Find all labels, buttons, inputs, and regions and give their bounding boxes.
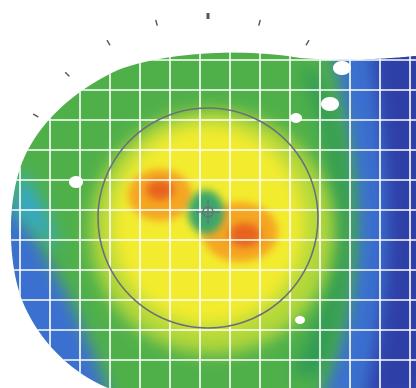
map-gap-5 (333, 61, 351, 75)
center-marker (196, 200, 220, 224)
tick-mark (64, 71, 70, 77)
map-gap-1 (69, 176, 83, 188)
map-gap-2 (321, 97, 339, 111)
map-teal-band (290, 70, 349, 375)
map-deep-blue-right (365, 52, 416, 388)
tick-mark (155, 19, 158, 26)
tick-mark (305, 39, 310, 46)
map-red-left (146, 180, 174, 200)
map-gap-4 (295, 316, 305, 324)
reference-circle (97, 107, 319, 329)
map-gap-3 (290, 113, 302, 123)
tick-mark (32, 113, 39, 118)
tick-mark (106, 39, 111, 46)
tick-mark (258, 19, 261, 26)
map-red-right (229, 223, 261, 247)
